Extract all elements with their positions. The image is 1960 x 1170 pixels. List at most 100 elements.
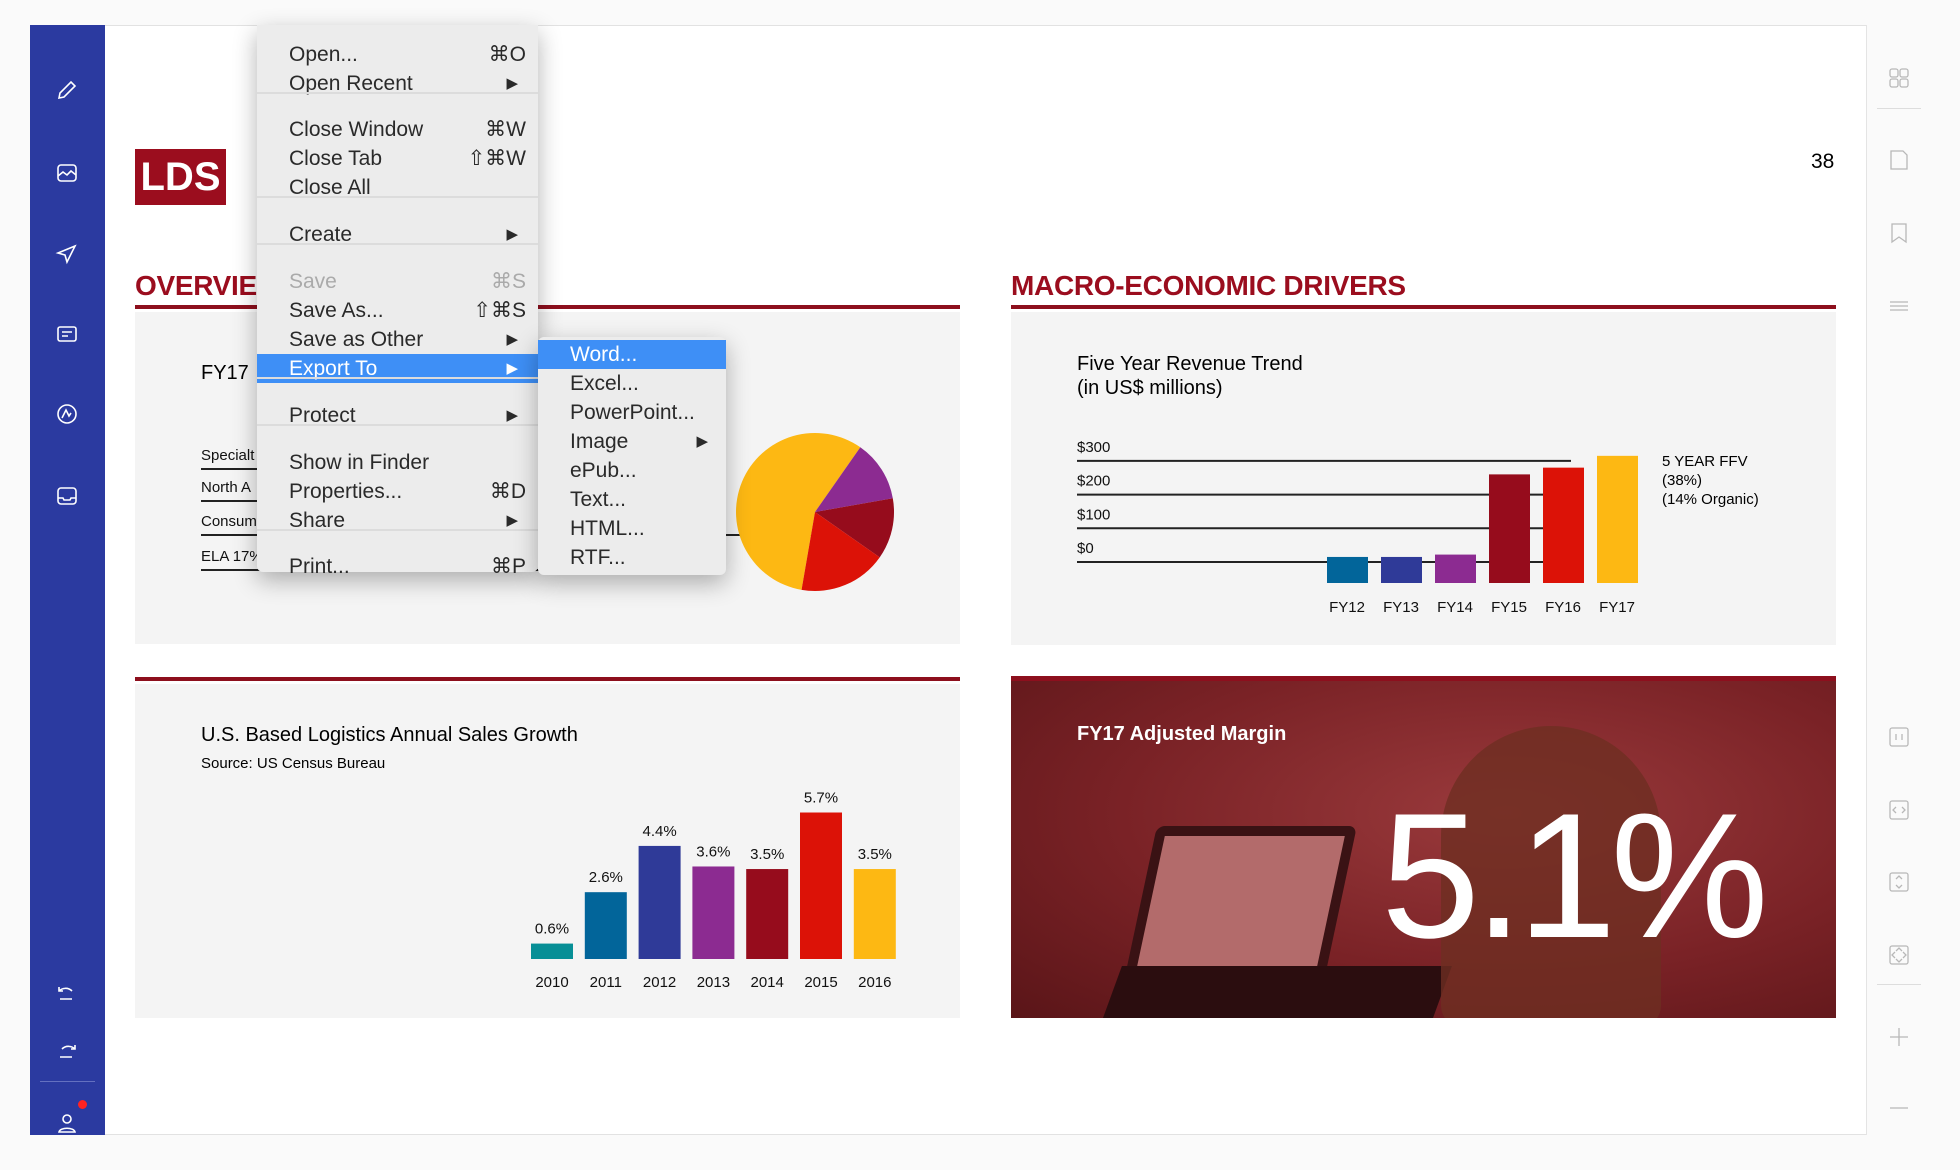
sales-rule bbox=[135, 677, 960, 681]
pencil-icon[interactable] bbox=[52, 75, 82, 105]
y-tick-label: $100 bbox=[1077, 506, 1110, 523]
x-tick-label: 2010 bbox=[535, 974, 568, 991]
zoom-out-icon[interactable] bbox=[1887, 1096, 1911, 1120]
menu-item[interactable]: Show in Finder bbox=[257, 448, 538, 477]
undo-icon[interactable] bbox=[52, 980, 82, 1010]
pie-slice bbox=[815, 447, 893, 512]
sales-bar bbox=[584, 892, 627, 959]
sales-chart: 0.6% 2010 2.6% 2011 4.4% 2012 3.6% 2013 3.5% 2014… bbox=[531, 790, 896, 991]
page-number: 38 bbox=[1811, 150, 1835, 173]
macro-rule bbox=[1011, 305, 1836, 309]
sales-bar bbox=[746, 869, 789, 959]
submenu-item[interactable]: Image ▶ bbox=[538, 427, 726, 456]
submenu-item[interactable]: ePub... bbox=[538, 456, 726, 485]
menu-item-label: Close Tab bbox=[289, 147, 383, 170]
fit-width-icon[interactable] bbox=[1887, 798, 1911, 822]
laptop-photo bbox=[1125, 826, 1357, 976]
submenu-item[interactable]: PowerPoint... bbox=[538, 398, 726, 427]
submenu-item-label: ePub... bbox=[570, 459, 637, 482]
x-tick-label: FY14 bbox=[1437, 599, 1473, 616]
submenu-item[interactable]: Text... bbox=[538, 485, 726, 514]
submenu-item[interactable]: Excel... bbox=[538, 369, 726, 398]
menu-separator bbox=[257, 424, 538, 426]
submenu-item-label: Image bbox=[570, 430, 629, 453]
image-icon[interactable] bbox=[52, 158, 82, 188]
bookmark-icon[interactable] bbox=[1887, 221, 1911, 245]
data-label: 2.6% bbox=[589, 869, 623, 886]
revenue-bar bbox=[1597, 455, 1638, 583]
x-tick-label: 2014 bbox=[751, 974, 784, 991]
revenue-bar bbox=[1381, 556, 1422, 583]
menu-item[interactable]: Open... ⌘O bbox=[257, 40, 538, 69]
data-label: 3.5% bbox=[858, 846, 892, 863]
signature-icon[interactable] bbox=[52, 399, 82, 429]
y-tick-label: $0 bbox=[1077, 540, 1094, 557]
shortcut: ⌘D bbox=[489, 480, 526, 503]
redo-icon[interactable] bbox=[52, 1038, 82, 1068]
submenu-item-label: HTML... bbox=[570, 517, 645, 540]
left-toolbar bbox=[30, 25, 105, 1135]
menu-item[interactable]: Save ⌘S bbox=[257, 267, 538, 296]
submenu-arrow-icon: ▶ bbox=[506, 75, 518, 92]
divider bbox=[40, 1081, 95, 1082]
shortcut: ⌘O bbox=[488, 43, 526, 66]
menu-item[interactable]: Print... ⌘P bbox=[257, 552, 538, 581]
fit-height-icon[interactable] bbox=[1887, 870, 1911, 894]
menu-item[interactable]: Close All bbox=[257, 173, 538, 202]
shortcut: ⇧⌘S bbox=[473, 299, 526, 322]
grid-icon[interactable] bbox=[1887, 66, 1911, 90]
x-tick-label: FY17 bbox=[1599, 599, 1635, 616]
menu-item[interactable]: Properties... ⌘D bbox=[257, 477, 538, 506]
submenu-item[interactable]: RTF... bbox=[538, 543, 726, 572]
revenue-bar bbox=[1327, 556, 1368, 583]
user-icon[interactable] bbox=[52, 1108, 82, 1138]
submenu-item[interactable]: Word... bbox=[538, 340, 726, 369]
sales-bar bbox=[692, 866, 735, 959]
shortcut: ⌘P bbox=[490, 555, 526, 578]
menu-item-label: Print... bbox=[289, 555, 350, 578]
macro-heading: MACRO-ECONOMIC DRIVERS bbox=[1011, 270, 1406, 301]
shortcut: ⌘S bbox=[490, 270, 526, 293]
revenue-bar bbox=[1435, 554, 1476, 583]
menu-item[interactable]: Protect ▶ bbox=[257, 401, 538, 430]
overview-rule bbox=[135, 305, 960, 309]
menu-separator bbox=[257, 377, 538, 379]
submenu-item-label: Word... bbox=[570, 343, 638, 366]
submenu-item[interactable]: HTML... bbox=[538, 514, 726, 543]
page-icon[interactable] bbox=[1887, 148, 1911, 172]
menu-lines-icon[interactable] bbox=[1887, 294, 1911, 318]
inbox-icon[interactable] bbox=[52, 481, 82, 511]
menu-item[interactable]: Save As... ⇧⌘S bbox=[257, 296, 538, 325]
sales-bar bbox=[853, 869, 896, 959]
form-icon[interactable] bbox=[52, 319, 82, 349]
menu-item[interactable]: Share ▶ bbox=[257, 506, 538, 535]
menu-separator bbox=[257, 243, 538, 245]
y-tick-label: $200 bbox=[1077, 473, 1110, 490]
margin-title: FY17 Adjusted Margin bbox=[1077, 723, 1287, 745]
menu-item[interactable]: Save as Other ▶ bbox=[257, 325, 538, 354]
x-tick-label: FY15 bbox=[1491, 599, 1527, 616]
menu-item-label: Close All bbox=[289, 176, 371, 199]
pie-slice bbox=[801, 512, 880, 591]
menu-item[interactable]: Create ▶ bbox=[257, 220, 538, 249]
sales-source: Source: US Census Bureau bbox=[201, 755, 386, 772]
menu-item[interactable]: Open Recent ▶ bbox=[257, 69, 538, 98]
revenue-subtitle: (in US$ millions) bbox=[1077, 377, 1223, 399]
x-tick-label: 2013 bbox=[697, 974, 730, 991]
menu-item[interactable]: Close Window ⌘W bbox=[257, 115, 538, 144]
send-icon[interactable] bbox=[52, 239, 82, 269]
shortcut: ⇧⌘W bbox=[467, 147, 526, 170]
submenu-arrow-icon: ▶ bbox=[696, 433, 708, 450]
menu-item-label: Protect bbox=[289, 404, 356, 427]
menu-item-label: Properties... bbox=[289, 480, 403, 503]
zoom-in-icon[interactable] bbox=[1887, 1025, 1911, 1049]
x-tick-label: 2016 bbox=[858, 974, 891, 991]
actual-size-icon[interactable] bbox=[1887, 725, 1911, 749]
file-menu: Open... ⌘O Open Recent ▶ Close Window ⌘W Close… bbox=[257, 25, 538, 578]
menu-item[interactable]: Close Tab ⇧⌘W bbox=[257, 144, 538, 173]
fit-page-icon[interactable] bbox=[1887, 943, 1911, 967]
menu-item-label: Save as Other bbox=[289, 328, 424, 351]
menu-item-label: Create bbox=[289, 223, 353, 246]
menu-item-label: Show in Finder bbox=[289, 451, 430, 474]
submenu-arrow-icon: ▶ bbox=[506, 331, 518, 348]
